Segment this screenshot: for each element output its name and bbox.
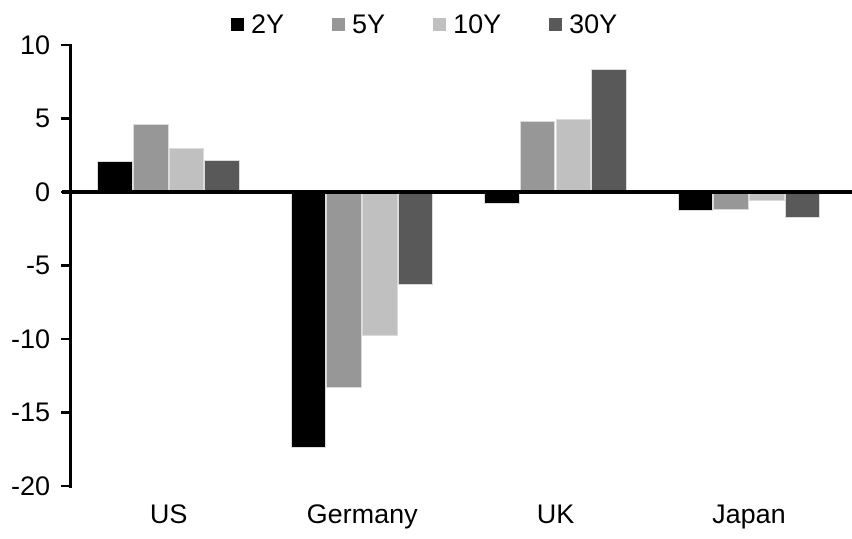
bar-5y-uk [519,121,556,192]
y-axis-tick [61,117,69,120]
y-axis-tick-label: 5 [34,103,50,133]
bar-5y-japan [713,192,749,210]
y-axis-line [69,43,72,488]
y-axis-tick-label: -10 [10,323,50,354]
legend-label: 5Y [352,9,386,39]
x-axis-label: Japan [712,499,786,529]
legend-item-2y: 2Y [231,10,284,38]
bar-10y-uk [555,118,592,192]
legend-item-5y: 5Y [332,10,385,38]
bar-2y-japan [677,192,714,212]
bar-30y-germany [397,192,434,285]
y-axis-tick-label: 0 [34,176,50,207]
legend: 2Y 5Y 10Y 30Y [231,10,617,38]
bar-30y-us [204,159,241,192]
legend-swatch-5y [332,17,346,31]
bar-5y-us [133,124,169,192]
y-axis-tick [61,264,69,267]
y-axis-tick-label: 10 [19,29,50,60]
bar-30y-japan [784,192,821,219]
bar-10y-germany [362,192,398,337]
legend-swatch-10y [433,17,447,31]
y-axis-tick [61,337,69,341]
x-axis-label: UK [536,499,575,529]
y-axis-tick-label: -15 [10,397,50,427]
legend-swatch-2y [231,17,244,31]
legend-item-30y: 30Y [549,10,617,38]
y-axis-tick [61,43,69,47]
bar-30y-uk [591,68,627,192]
legend-label: 10Y [453,9,502,39]
bar-2y-us [97,161,133,192]
legend-label: 30Y [569,9,618,39]
bar-5y-germany [326,192,363,388]
bar-10y-us [168,147,205,192]
y-axis-tick [61,411,69,414]
y-axis-tick-label: -5 [25,250,50,280]
bar-2y-germany [290,192,327,448]
x-axis-label: US [149,499,188,529]
zero-baseline [62,190,852,194]
legend-swatch-30y [549,17,563,31]
x-axis-label: Germany [306,499,418,529]
legend-item-10y: 10Y [433,10,501,38]
y-axis-tick-label: -20 [10,470,50,501]
y-axis-tick [61,484,69,488]
legend-label: 2Y [251,9,285,39]
